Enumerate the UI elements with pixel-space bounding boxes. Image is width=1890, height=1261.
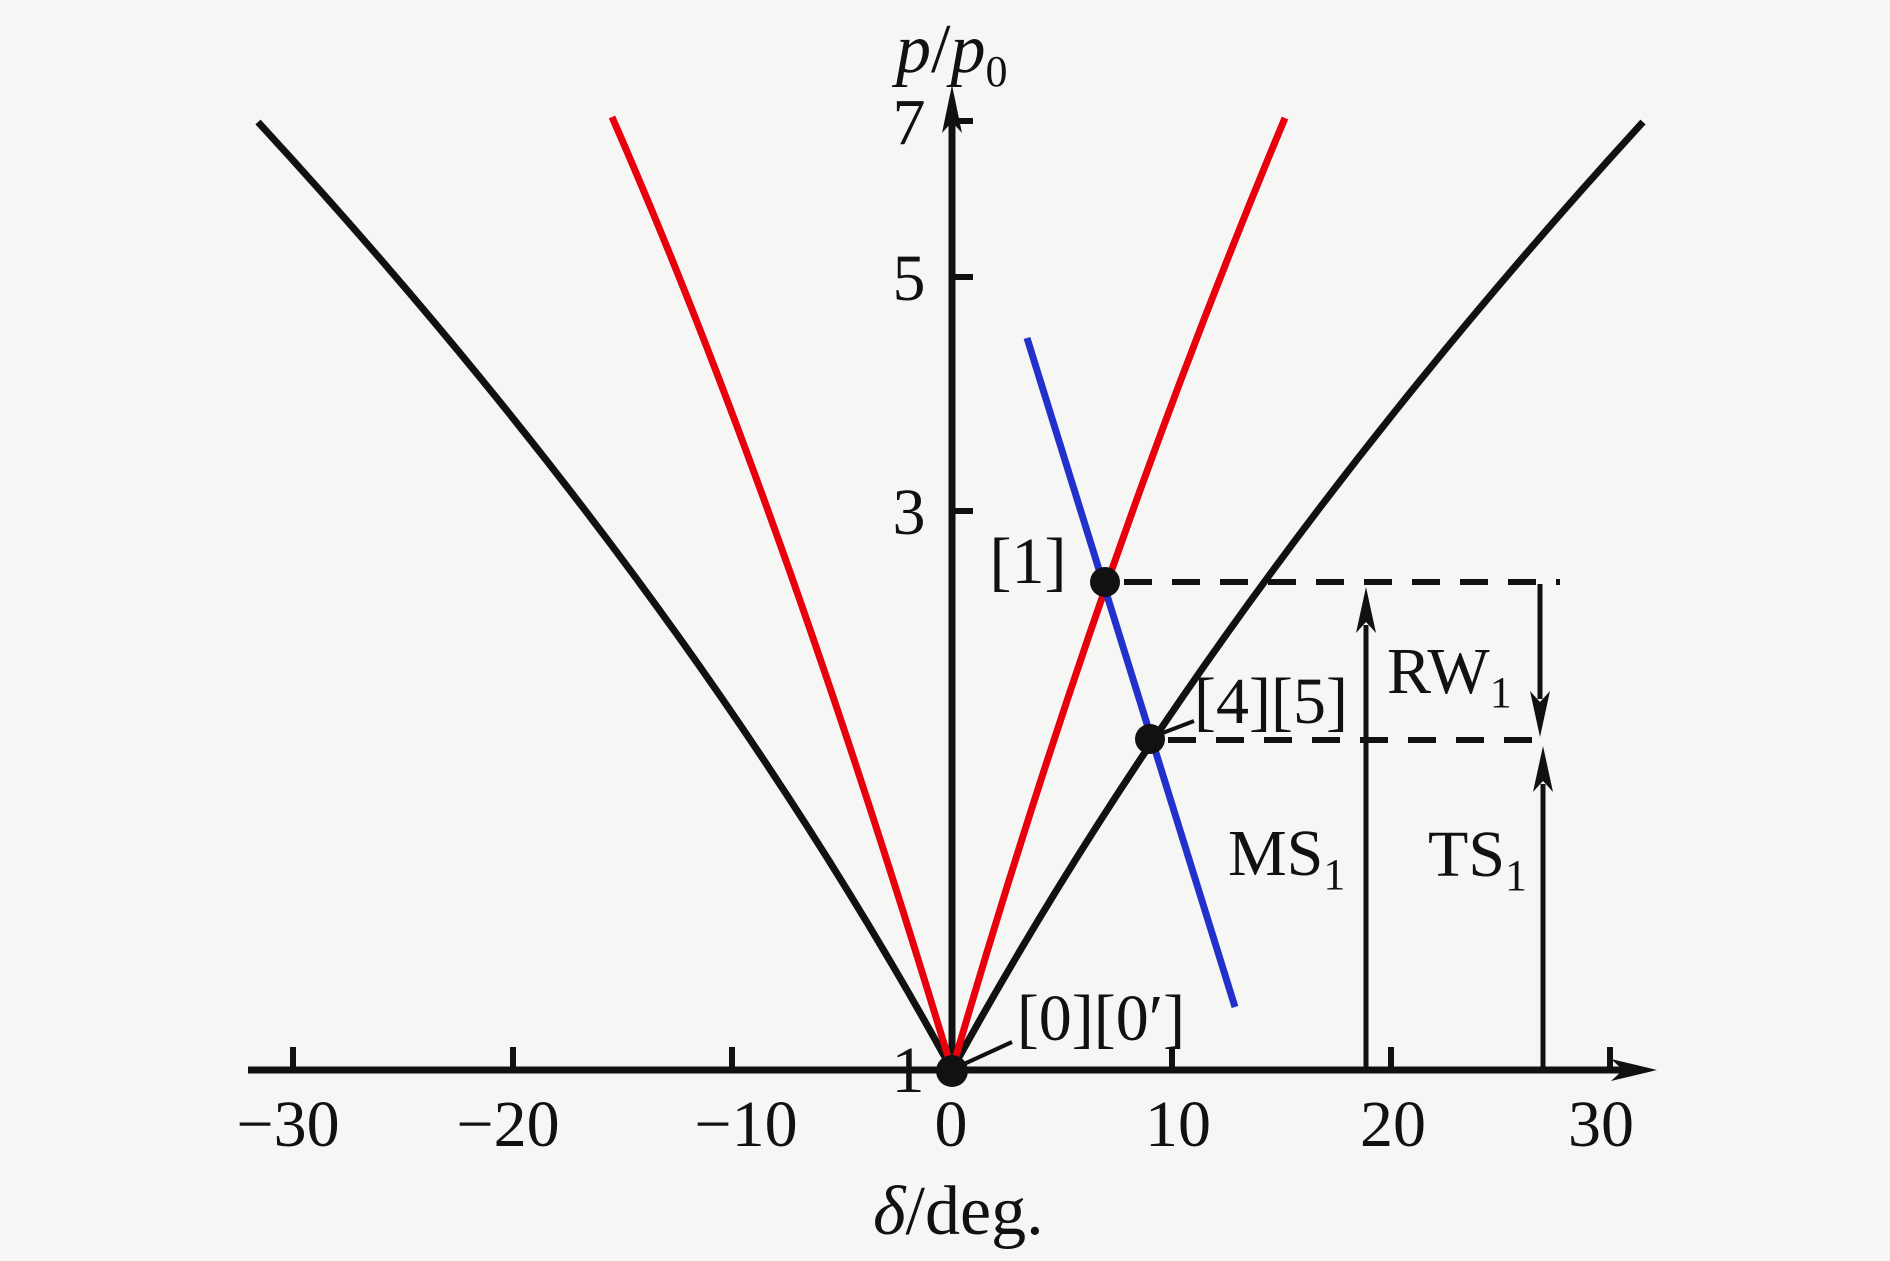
leader-point45 — [1159, 719, 1195, 736]
x-tick-label-minus10: −10 — [694, 1088, 797, 1161]
y-tick-label-7: 7 — [893, 86, 926, 159]
x-tick-label-0: 0 — [935, 1088, 968, 1161]
x-tick-label-20: 20 — [1360, 1088, 1426, 1161]
x-tick-label-minus30: −30 — [236, 1088, 339, 1161]
blue-line — [1023, 336, 1239, 1009]
leader-point0 — [963, 1040, 1013, 1066]
ts1-label: TS1 — [1428, 818, 1527, 900]
x-tick-label-minus20: −20 — [456, 1088, 559, 1161]
point-45-dot — [1135, 724, 1165, 754]
ms1-label: MS1 — [1228, 817, 1345, 899]
black-polar-right-branch — [948, 119, 1646, 1072]
point-45-label: [4][5] — [1194, 665, 1348, 738]
x-tick-label-30: 30 — [1568, 1088, 1634, 1161]
rw1-arrowhead-down-icon — [1530, 691, 1550, 737]
y-tick-label-5: 5 — [893, 242, 926, 315]
y-tick-label-1: 1 — [892, 1034, 925, 1107]
ts1-measure-arrow — [1533, 746, 1553, 1068]
y-tick-label-3: 3 — [893, 476, 926, 549]
ts1-arrowhead-up-icon — [1533, 746, 1553, 792]
black-polar-left-branch — [255, 119, 956, 1072]
x-axis-arrowhead-icon — [1611, 1059, 1657, 1081]
y-axis — [942, 85, 973, 1070]
point-1-label: [1] — [990, 525, 1067, 598]
ms1-measure-arrow — [1356, 587, 1376, 1068]
y-axis-title: p/p0 — [891, 11, 1007, 96]
rw1-measure-arrow — [1530, 584, 1550, 737]
point-0-label: [0][0′] — [1017, 982, 1185, 1055]
x-axis-title: δ/deg. — [873, 1173, 1044, 1250]
point-0-dot — [936, 1055, 968, 1087]
x-tick-label-10: 10 — [1145, 1088, 1211, 1161]
rw1-label: RW1 — [1387, 635, 1512, 717]
point-1-dot — [1090, 567, 1120, 597]
red-polar-left-branch — [608, 115, 956, 1072]
ms1-arrowhead-up-icon — [1356, 587, 1376, 633]
